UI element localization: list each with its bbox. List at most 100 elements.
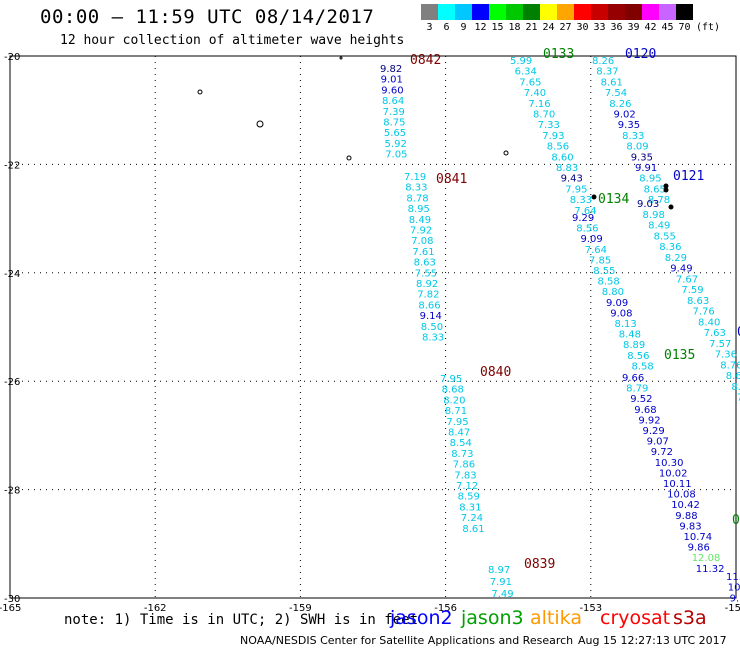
wave-height-value: 7.95 [440, 374, 462, 385]
wave-height-value: 7.24 [461, 513, 483, 524]
track-label-0135: 0135 [664, 348, 695, 363]
scale-label-45: 45 [661, 22, 674, 33]
scale-swatch-15 [489, 4, 506, 20]
wave-height-value: 8.61 [462, 524, 484, 535]
scale-label-33: 33 [593, 22, 606, 33]
wave-height-value: 9.09 [581, 234, 603, 245]
scale-unit: (ft) [695, 22, 721, 33]
wave-height-value: 7.12 [456, 481, 478, 492]
scale-label-70: 70 [678, 22, 691, 33]
wave-height-value: 8.79 [626, 384, 648, 395]
wave-height-value: 8.62 [726, 371, 740, 382]
scale-label-30: 30 [576, 22, 589, 33]
wave-height-value: 8.49 [648, 221, 670, 232]
wave-height-value: 8.75 [383, 118, 405, 129]
lat-tick-label: -30 [4, 594, 20, 605]
wave-height-value: 8.92 [416, 279, 438, 290]
track-label-0121: 0121 [673, 169, 704, 184]
island-marker [197, 89, 203, 95]
wave-height-value: 8.73 [451, 449, 473, 460]
wave-height-value: 7.19 [404, 172, 426, 183]
lon-tick-label: -150 [725, 603, 740, 614]
wave-height-value: 9.08 [610, 308, 632, 319]
wave-height-value: 8.95 [408, 204, 430, 215]
wave-height-value: 7.61 [412, 247, 434, 258]
track-label-0122-partial: 0 [737, 325, 740, 340]
wave-height-value: 9.91 [635, 163, 657, 174]
scale-swatch-6 [438, 4, 455, 20]
wave-height-value: 9. [730, 593, 740, 604]
wave-height-value: 8.56 [547, 142, 569, 153]
wave-height-value: 7.05 [385, 150, 407, 161]
lon-tick-label: -153 [579, 603, 602, 614]
page-title: 00:00 – 11:59 UTC 08/14/2017 [40, 6, 375, 28]
wave-height-value: 10.08 [667, 490, 696, 501]
wave-height-value: 10.11 [663, 479, 692, 490]
wave-height-value: 7.40 [524, 88, 546, 99]
wave-height-value: 8.89 [623, 340, 645, 351]
legend-jason2: jason2 [390, 607, 453, 629]
wave-height-value: 8.58 [598, 277, 620, 288]
wave-height-value: 9.03 [637, 199, 659, 210]
wave-height-value: 8.26 [609, 99, 631, 110]
wave-height-value: 9.92 [638, 415, 660, 426]
wave-height-value: 11.32 [696, 564, 725, 575]
scale-swatch-3 [421, 4, 438, 20]
scale-swatch-24 [540, 4, 557, 20]
wave-height-value: 8.98 [643, 210, 665, 221]
wave-height-value: 8.56 [576, 224, 598, 235]
scale-label-24: 24 [542, 22, 555, 33]
footer-note: note: 1) Time is in UTC; 2) SWH is in fe… [64, 612, 419, 628]
wave-height-value: 7.82 [417, 290, 439, 301]
wave-height-value: 7.63 [704, 328, 726, 339]
wave-height-value: 9.29 [572, 213, 594, 224]
wave-height-value: 8.63 [414, 258, 436, 269]
scale-swatch-30 [574, 4, 591, 20]
wave-height-value: 9.14 [420, 311, 442, 322]
wave-height-value: 9.35 [618, 120, 640, 131]
wave-height-value: 9.66 [622, 373, 644, 384]
lat-tick-label: -28 [4, 486, 20, 497]
island-marker [503, 150, 509, 156]
scale-label-27: 27 [559, 22, 572, 33]
wave-height-value: 9.35 [631, 152, 653, 163]
black-point-marker [591, 194, 597, 200]
wave-height-value: 5.65 [384, 128, 406, 139]
wave-height-value: 9.68 [634, 405, 656, 416]
track-label-0134: 0134 [598, 192, 629, 207]
track-label-0136: 0 [732, 513, 740, 528]
lat-tick-label: -24 [4, 269, 20, 280]
wave-height-value: 7.36 [715, 350, 737, 361]
lon-tick-label: -165 [0, 603, 21, 614]
track-label-0120: 0120 [625, 47, 656, 62]
lon-tick-label: -162 [144, 603, 167, 614]
wave-height-value: 8.63 [687, 296, 709, 307]
wave-height-value: 5.99 [510, 56, 532, 67]
wave-height-value: 10.30 [655, 458, 684, 469]
scale-label-36: 36 [610, 22, 623, 33]
legend-s3a: s3a [673, 607, 707, 629]
page-subtitle: 12 hour collection of altimeter wave hei… [60, 33, 405, 48]
wave-height-value: 7.95 [446, 417, 468, 428]
wave-height-value: 9.09 [606, 298, 628, 309]
wave-height-value: 10. [728, 583, 740, 594]
wave-height-value: 8.56 [627, 351, 649, 362]
scale-label-9: 9 [460, 22, 467, 33]
wave-height-value: 7.76 [693, 307, 715, 318]
wave-height-value: 6.34 [515, 67, 537, 78]
wave-height-value: 8.31 [459, 502, 481, 513]
scale-label-21: 21 [525, 22, 538, 33]
wave-height-value: 9.29 [643, 426, 665, 437]
wave-height-value: 8.33 [422, 333, 444, 344]
wave-height-value: 7.55 [415, 268, 437, 279]
wave-height-value: 8.60 [551, 152, 573, 163]
track-label-0839: 0839 [524, 557, 555, 572]
wave-height-value: 8.50 [421, 322, 443, 333]
wave-height-value: 12.08 [692, 553, 721, 564]
wave-height-value: 8.58 [632, 361, 654, 372]
wave-height-value: 7.59 [681, 285, 703, 296]
wave-height-value: 11. [726, 572, 740, 583]
wave-height-value: 8.59 [458, 492, 480, 503]
scale-swatch-39 [625, 4, 642, 20]
